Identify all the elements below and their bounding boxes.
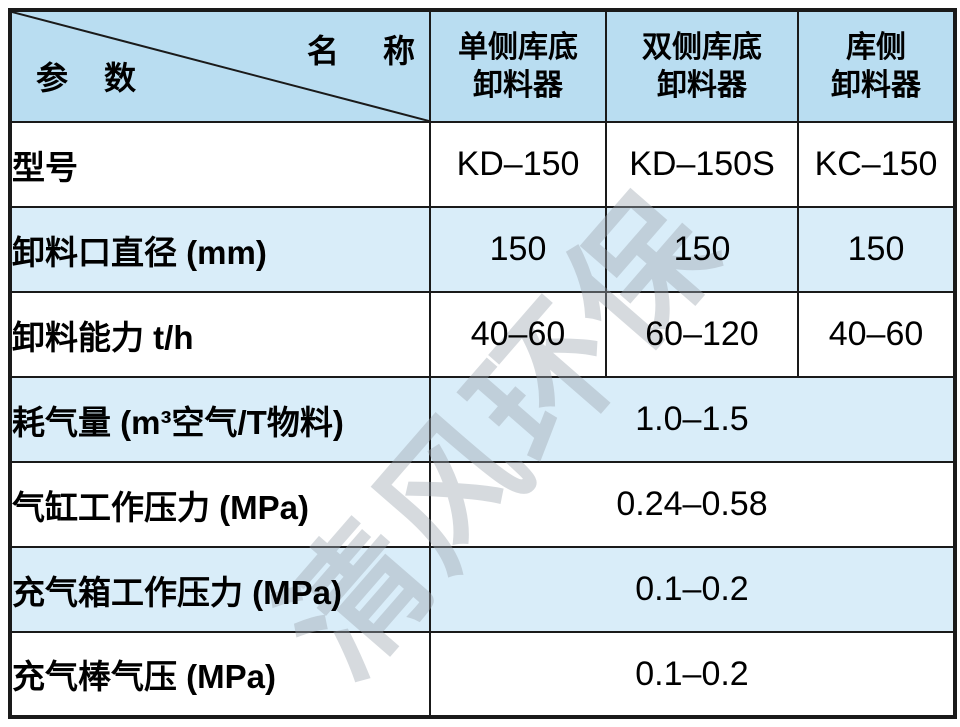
table-row-air-consumption: 耗气量 (m³空气/T物料) 1.0–1.5: [9, 376, 956, 463]
corner-name-label: 名 称: [306, 33, 421, 69]
table-row-capacity: 卸料能力 t/h 40–60 60–120 40–60: [9, 291, 956, 378]
cell-cylinder-pressure-merged: 0.24–0.58: [429, 461, 956, 548]
column-header-double-side-unloader: 双侧库底 卸料器: [605, 9, 799, 123]
row-label-cylinder-pressure: 气缸工作压力 (MPa): [9, 461, 431, 548]
row-label-capacity: 卸料能力 t/h: [9, 291, 431, 378]
column-header-line2: 卸料器: [473, 68, 563, 102]
cell-model-col1: KD–150: [429, 121, 607, 208]
column-header-single-side-unloader: 单侧库底 卸料器: [429, 9, 607, 123]
row-label-outlet-diameter: 卸料口直径 (mm): [9, 206, 431, 293]
row-label-model: 型号: [9, 121, 431, 208]
spec-table: 名 称 参 数 单侧库底 卸料器 双侧库底 卸料器 库侧 卸料器 型号 KD–1…: [8, 8, 957, 719]
column-header-line1: 双侧库底: [642, 31, 762, 64]
cell-outlet-diameter-col3: 150: [797, 206, 956, 293]
cell-capacity-col1: 40–60: [429, 291, 607, 378]
column-header-line1: 单侧库底: [458, 31, 578, 64]
header-row: 名 称 参 数 单侧库底 卸料器 双侧库底 卸料器 库侧 卸料器: [9, 9, 956, 123]
column-header-line2: 卸料器: [657, 68, 747, 102]
row-label-aeration-box-pressure: 充气箱工作压力 (MPa): [9, 546, 431, 633]
table-row-air-rod-pressure: 充气棒气压 (MPa) 0.1–0.2: [9, 631, 956, 718]
cell-air-consumption-merged: 1.0–1.5: [429, 376, 956, 463]
column-header-silo-side-unloader: 库侧 卸料器: [797, 9, 956, 123]
cell-aeration-box-pressure-merged: 0.1–0.2: [429, 546, 956, 633]
column-header-line2: 卸料器: [831, 68, 921, 102]
column-header-line1: 库侧: [846, 31, 906, 64]
table-row-model: 型号 KD–150 KD–150S KC–150: [9, 121, 956, 208]
cell-outlet-diameter-col2: 150: [605, 206, 799, 293]
table-row-outlet-diameter: 卸料口直径 (mm) 150 150 150: [9, 206, 956, 293]
row-label-air-consumption: 耗气量 (m³空气/T物料): [9, 376, 431, 463]
cell-outlet-diameter-col1: 150: [429, 206, 607, 293]
table-row-cylinder-pressure: 气缸工作压力 (MPa) 0.24–0.58: [9, 461, 956, 548]
corner-param-label: 参 数: [36, 60, 139, 96]
table-row-aeration-box-pressure: 充气箱工作压力 (MPa) 0.1–0.2: [9, 546, 956, 633]
cell-model-col2: KD–150S: [605, 121, 799, 208]
diagonal-divider-line: [12, 12, 429, 121]
corner-header-cell: 名 称 参 数: [9, 9, 431, 123]
cell-model-col3: KC–150: [797, 121, 956, 208]
cell-air-rod-pressure-merged: 0.1–0.2: [429, 631, 956, 718]
row-label-air-rod-pressure: 充气棒气压 (MPa): [9, 631, 431, 718]
cell-capacity-col2: 60–120: [605, 291, 799, 378]
cell-capacity-col3: 40–60: [797, 291, 956, 378]
